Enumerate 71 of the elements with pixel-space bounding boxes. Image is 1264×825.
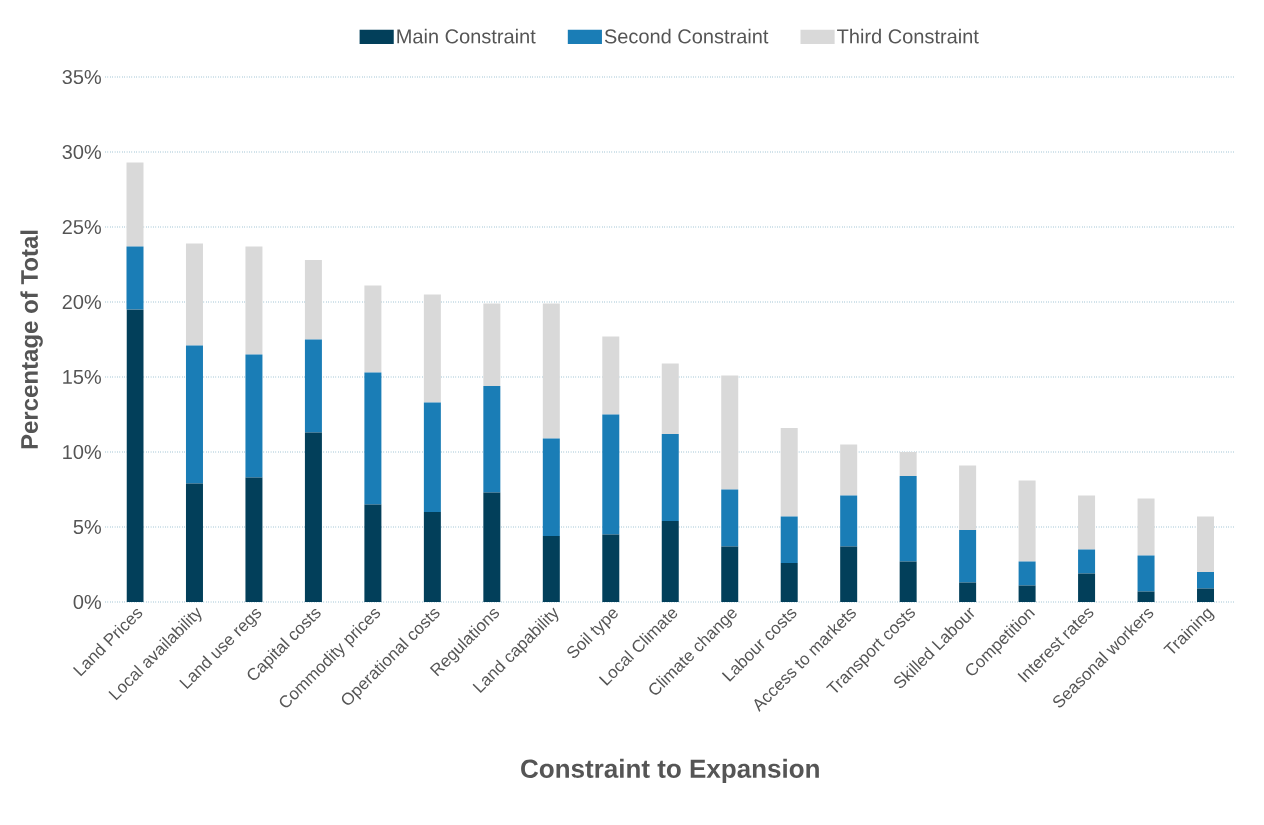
bar	[126, 309, 144, 602]
bar	[364, 372, 382, 505]
x-tick-label: Soil type	[567, 609, 618, 658]
bar	[959, 582, 977, 602]
bar	[661, 521, 679, 602]
bar	[423, 402, 441, 512]
bar	[1197, 588, 1215, 602]
legend-label: Second Constraint	[604, 28, 769, 44]
bar	[185, 345, 203, 484]
bar	[423, 294, 441, 403]
bar	[245, 354, 263, 478]
y-tick-label: 35%	[62, 69, 102, 85]
bar	[840, 495, 858, 547]
bar	[1018, 561, 1036, 586]
bar	[959, 530, 977, 583]
bar	[483, 492, 501, 602]
bar	[959, 465, 977, 530]
bar	[1018, 585, 1036, 602]
y-tick-label: 10%	[63, 444, 102, 460]
bar	[840, 444, 858, 496]
bar	[721, 375, 739, 490]
bar	[1197, 516, 1215, 572]
bar	[304, 260, 322, 340]
bar	[899, 452, 917, 476]
bar	[661, 434, 679, 521]
bar	[1197, 572, 1215, 589]
bar	[423, 512, 441, 602]
bar	[1078, 549, 1096, 574]
bar	[245, 477, 263, 602]
bar	[304, 432, 322, 602]
bar	[245, 246, 263, 355]
bar	[840, 546, 858, 602]
y-tick-label: 15%	[63, 369, 102, 385]
y-tick-label: 25%	[62, 219, 102, 235]
bar	[899, 476, 917, 562]
bar	[542, 438, 560, 536]
bar	[1018, 480, 1036, 562]
bar	[721, 546, 739, 602]
bar	[185, 243, 203, 346]
x-axis-title: Constraint to Expansion	[521, 758, 819, 784]
bar	[1137, 498, 1155, 556]
bar	[602, 336, 620, 415]
legend-label: Third Constraint	[837, 28, 979, 44]
bar	[661, 363, 679, 434]
bar	[721, 489, 739, 547]
legend-label: Main Constraint	[397, 28, 536, 44]
bar	[542, 536, 560, 602]
bar	[780, 563, 798, 602]
bar	[126, 246, 144, 310]
y-tick-label: 30%	[62, 144, 102, 160]
y-tick-label: 20%	[62, 294, 102, 310]
bar	[602, 414, 620, 535]
bar	[780, 428, 798, 517]
bar	[780, 516, 798, 563]
bar	[364, 504, 382, 602]
bar	[542, 303, 560, 439]
y-axis-title: Percentage of Total	[20, 230, 43, 449]
bar	[899, 561, 917, 602]
bar	[126, 162, 144, 247]
bar	[483, 386, 501, 493]
bar	[483, 303, 501, 386]
bar	[1078, 573, 1096, 602]
y-tick-label: 0%	[73, 594, 102, 610]
bar	[602, 534, 620, 602]
bar	[185, 483, 203, 602]
bar	[1078, 495, 1096, 550]
bar	[304, 339, 322, 433]
bar	[364, 285, 382, 373]
bar	[1137, 591, 1155, 602]
y-tick-label: 5%	[73, 519, 102, 535]
bar	[1137, 555, 1155, 592]
